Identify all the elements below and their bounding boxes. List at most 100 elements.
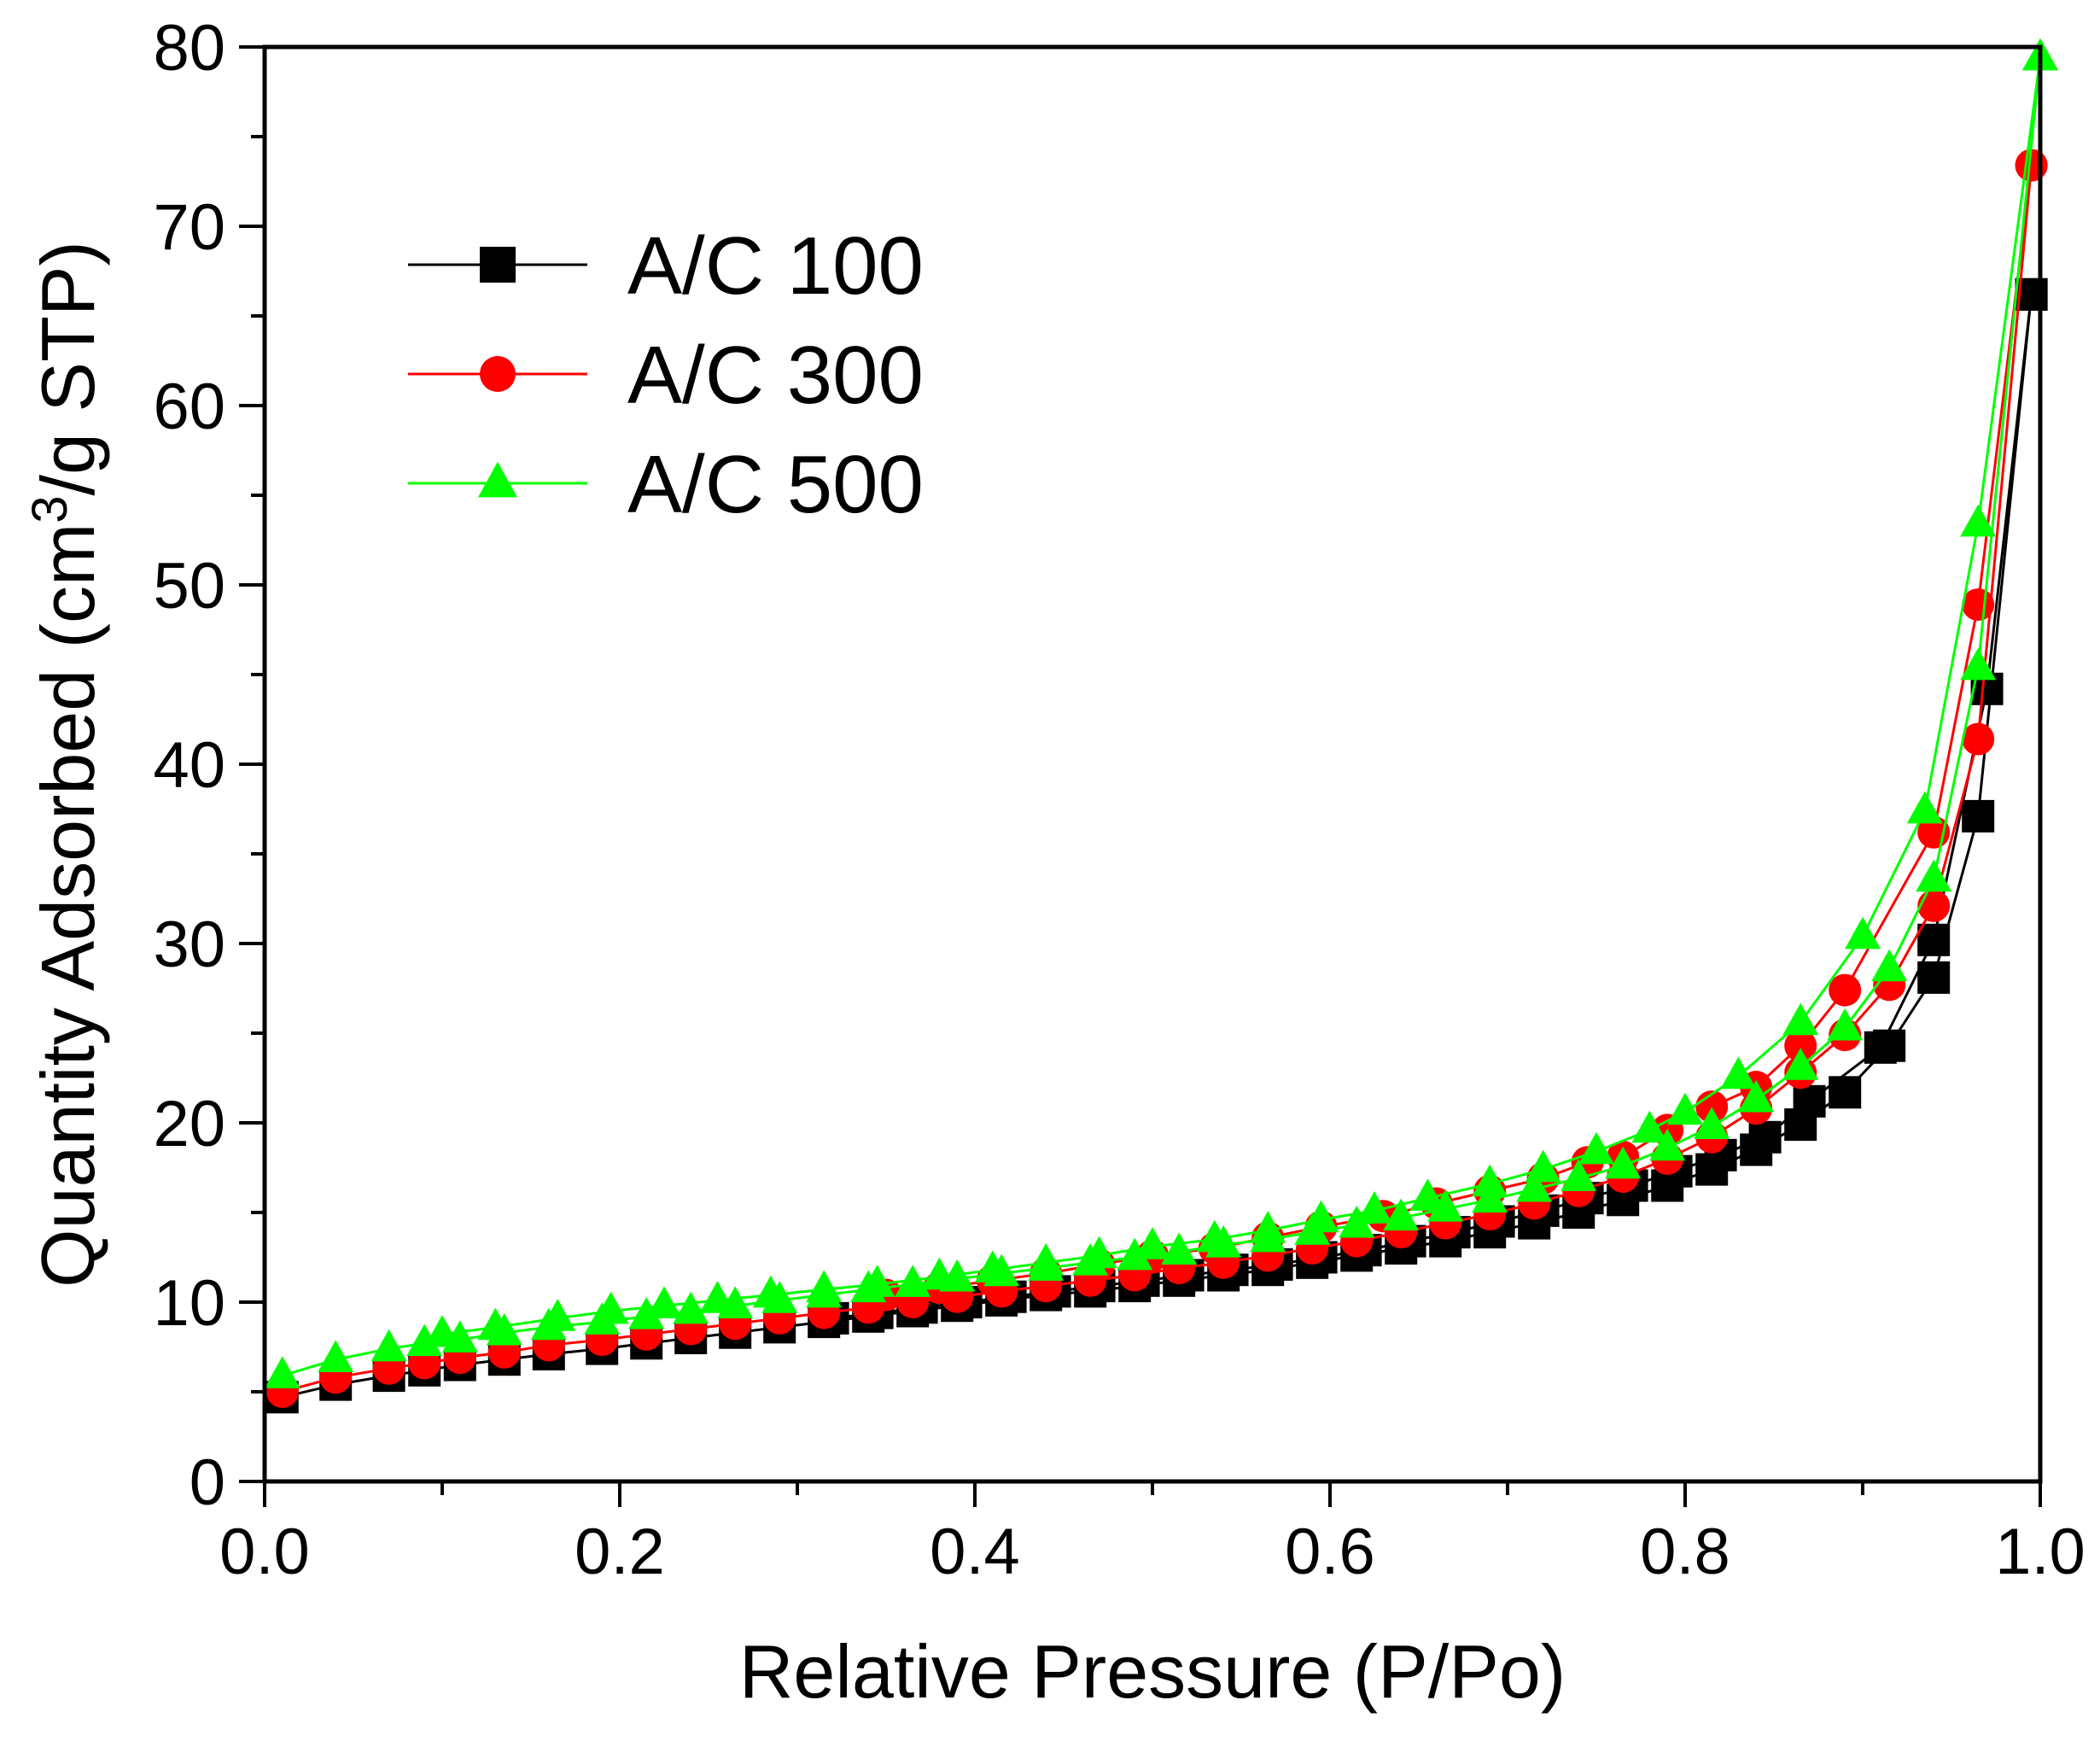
adsorption-point [1560, 1159, 1597, 1191]
desorption-point [699, 1281, 736, 1313]
desorption-point [1631, 1110, 1668, 1143]
adsorption-point [1649, 1128, 1686, 1161]
adsorption-point [370, 1329, 407, 1362]
x-tick-label: 0.8 [1640, 1516, 1730, 1588]
adsorption-point [1917, 961, 1951, 994]
desorption-point [646, 1286, 682, 1319]
y-axis-title-superscript: 3 [22, 495, 78, 523]
desorption-point [1028, 1243, 1065, 1276]
series-layer [264, 38, 2058, 1414]
adsorption-point [1829, 1076, 1862, 1109]
x-tick-label: 0.0 [219, 1516, 310, 1588]
desorption-point [1196, 1219, 1233, 1253]
legend-marker [480, 247, 516, 283]
y-tick-label: 50 [153, 550, 225, 622]
ticks-layer: 0.0 0.2 0.4 0.6 0.8 1.0 0 10 20 30 40 50 60 70 80 [153, 12, 2085, 1588]
desorption-point [1793, 1084, 1826, 1118]
adsorption-point [1427, 1189, 1464, 1222]
desorption-point [1303, 1200, 1339, 1233]
y-axis-title-part-1: Quantity Adsorbed (cm [26, 523, 110, 1288]
adsorption-line [282, 57, 2042, 1377]
adsorption-point [1605, 1146, 1642, 1179]
adsorption-point [1694, 1107, 1730, 1140]
desorption-point [1720, 1056, 1757, 1090]
series-a-c-300 [265, 149, 2048, 1408]
desorption-point [974, 1250, 1011, 1283]
desorption-point [1962, 588, 1995, 622]
y-tick-label: 80 [153, 12, 225, 85]
y-tick-label: 20 [153, 1088, 225, 1160]
desorption-point [1472, 1164, 1508, 1197]
legend-marker [480, 356, 516, 392]
legend-label: A/C 100 [627, 220, 924, 312]
adsorption-point [1782, 1048, 1819, 1080]
adsorption-point [1916, 859, 1952, 892]
y-axis-title-part-2: /g STP) [26, 241, 110, 495]
desorption-point [1917, 923, 1951, 956]
adsorption-point [318, 1340, 354, 1373]
desorption-point [1081, 1236, 1117, 1269]
y-tick-label: 10 [153, 1267, 225, 1340]
x-tick-label: 0.6 [1285, 1516, 1375, 1588]
legend: A/C 100 A/C 300 A/C 500 [408, 220, 924, 530]
legend-label: A/C 300 [627, 330, 924, 421]
legend-marker [478, 461, 517, 498]
adsorption-point [1960, 647, 1997, 681]
y-tick-label: 70 [153, 191, 225, 264]
adsorption-point [264, 1356, 300, 1388]
adsorption-point [1962, 722, 1995, 756]
adsorption-point [1339, 1205, 1375, 1238]
desorption-point [592, 1291, 629, 1324]
desorption-point [1845, 916, 1881, 949]
y-axis-title: Quantity Adsorbed (cm3/g STP) [22, 241, 111, 1288]
adsorption-point [1738, 1079, 1775, 1113]
desorption-line [885, 165, 2033, 1297]
y-tick-label: 40 [153, 729, 225, 802]
adsorption-point [1827, 1008, 1864, 1041]
desorption-point [540, 1299, 576, 1331]
adsorption-point [1383, 1198, 1420, 1231]
adsorption-point [1117, 1237, 1153, 1271]
desorption-point [1525, 1149, 1561, 1183]
desorption-point [921, 1257, 958, 1290]
desorption-point [1784, 1029, 1817, 1062]
adsorption-point [1161, 1232, 1198, 1265]
desorption-line [832, 294, 2033, 1320]
y-tick-label: 30 [153, 909, 225, 981]
x-tick-label: 0.2 [575, 1516, 665, 1588]
x-tick-label: 1.0 [1995, 1516, 2085, 1588]
adsorption-point [673, 1291, 709, 1324]
desorption-point [424, 1315, 460, 1347]
y-tick-label: 0 [190, 1446, 225, 1519]
adsorption-point [895, 1265, 931, 1297]
y-tick-label: 60 [153, 371, 225, 443]
desorption-point [1667, 1092, 1703, 1125]
adsorption-point [406, 1323, 443, 1357]
desorption-point [1782, 1002, 1819, 1036]
adsorption-point [1962, 799, 1995, 833]
desorption-point [1829, 973, 1862, 1007]
desorption-point [1356, 1191, 1392, 1224]
adsorption-line [282, 165, 2033, 1394]
x-axis-title: Relative Pressure (P/Po) [739, 1629, 1566, 1714]
desorption-point [859, 1265, 895, 1297]
adsorption-point [628, 1297, 665, 1329]
legend-label: A/C 500 [627, 439, 924, 530]
desorption-point [477, 1307, 514, 1341]
series-a-c-500 [264, 38, 2058, 1388]
desorption-point [1960, 504, 1997, 537]
adsorption-point [1472, 1180, 1508, 1213]
adsorption-line [282, 294, 2033, 1399]
desorption-point [1864, 1031, 1897, 1064]
desorption-point [806, 1270, 843, 1303]
desorption-point [1250, 1211, 1286, 1243]
adsorption-point [1871, 949, 1908, 982]
adsorption-point [1917, 889, 1951, 922]
x-tick-label: 0.4 [930, 1516, 1020, 1588]
desorption-point [1409, 1178, 1446, 1212]
adsorption-point [1516, 1169, 1553, 1202]
desorption-point [1135, 1227, 1170, 1259]
desorption-point [1748, 1120, 1782, 1154]
desorption-point [1578, 1131, 1614, 1165]
